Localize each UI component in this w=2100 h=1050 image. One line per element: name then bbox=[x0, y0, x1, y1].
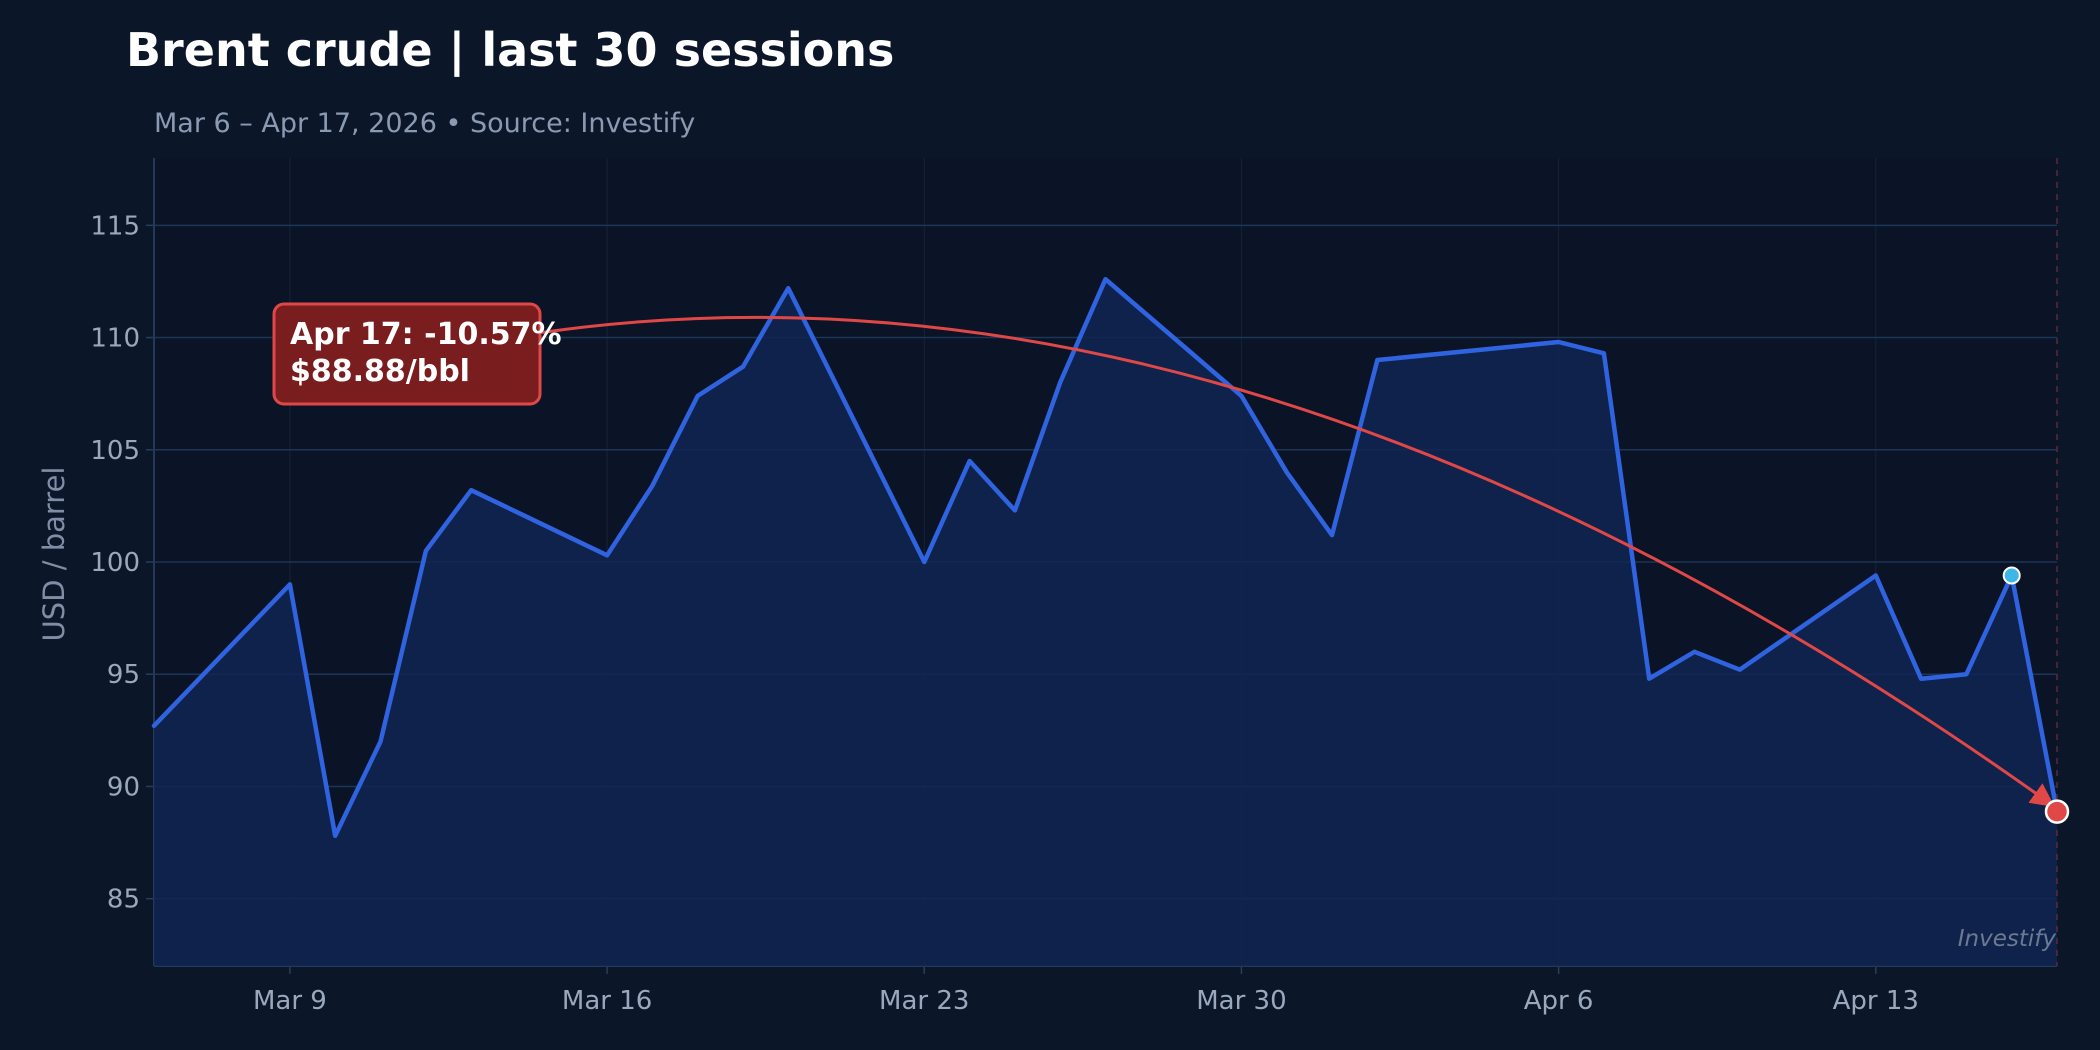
data-point bbox=[740, 364, 746, 370]
data-point bbox=[1057, 379, 1063, 385]
data-point bbox=[1873, 572, 1879, 578]
series-area bbox=[154, 279, 2057, 966]
y-tick-label: 95 bbox=[107, 660, 140, 690]
y-tick-label: 100 bbox=[90, 548, 140, 578]
chart-title: Brent crude | last 30 sessions bbox=[126, 23, 894, 78]
y-axis-label: USD / barrel bbox=[37, 467, 71, 642]
x-tick-label: Mar 16 bbox=[562, 986, 652, 1016]
data-point bbox=[332, 833, 338, 839]
data-point bbox=[604, 552, 610, 558]
data-point bbox=[1012, 507, 1018, 513]
x-tick-label: Mar 30 bbox=[1196, 986, 1286, 1016]
plot-area: Mar 9 Mar 16 Mar 23 Mar 30 Apr 6 Apr 13 85 90 95… bbox=[90, 158, 2070, 1016]
data-point bbox=[1556, 339, 1562, 345]
x-tick-label: Mar 9 bbox=[253, 986, 327, 1016]
data-point bbox=[1601, 350, 1607, 356]
data-point bbox=[1238, 393, 1244, 399]
data-point bbox=[785, 285, 791, 291]
data-point bbox=[1646, 676, 1652, 682]
data-point bbox=[1692, 649, 1698, 655]
x-tick-label: Apr 6 bbox=[1524, 986, 1594, 1016]
annotation-line-1: Apr 17: -10.57% bbox=[290, 317, 562, 352]
data-point bbox=[1374, 357, 1380, 363]
data-point bbox=[468, 487, 474, 493]
data-point bbox=[423, 548, 429, 554]
y-tick-label: 105 bbox=[90, 436, 140, 466]
data-point bbox=[921, 559, 927, 565]
data-point bbox=[287, 581, 293, 587]
data-point bbox=[151, 723, 157, 729]
data-point bbox=[1329, 532, 1335, 538]
latest-point bbox=[2044, 799, 2070, 824]
y-tick-label: 115 bbox=[90, 211, 140, 241]
x-tick-label: Apr 13 bbox=[1833, 986, 1919, 1016]
data-point bbox=[1103, 276, 1109, 282]
data-point bbox=[695, 393, 701, 399]
y-tick-label: 85 bbox=[107, 885, 140, 915]
annotation-arrow bbox=[537, 315, 2055, 807]
y-tick-label: 90 bbox=[107, 772, 140, 802]
watermark: Investify bbox=[1958, 926, 2057, 952]
data-point bbox=[378, 739, 384, 745]
annotation-box bbox=[272, 302, 542, 406]
y-tick-label: 110 bbox=[90, 324, 140, 354]
series-line bbox=[151, 276, 2060, 839]
data-point bbox=[1918, 676, 1924, 682]
data-point bbox=[1737, 667, 1743, 673]
highlight-point bbox=[2002, 566, 2021, 585]
data-point bbox=[1284, 469, 1290, 475]
annotation-line-2: $88.88/bbl bbox=[290, 354, 470, 389]
chart-subtitle: Mar 6 – Apr 17, 2026 • Source: Investify bbox=[154, 108, 695, 139]
x-tick-label: Mar 23 bbox=[879, 986, 969, 1016]
data-point bbox=[649, 483, 655, 489]
data-point bbox=[967, 458, 973, 464]
data-point bbox=[1963, 671, 1969, 677]
